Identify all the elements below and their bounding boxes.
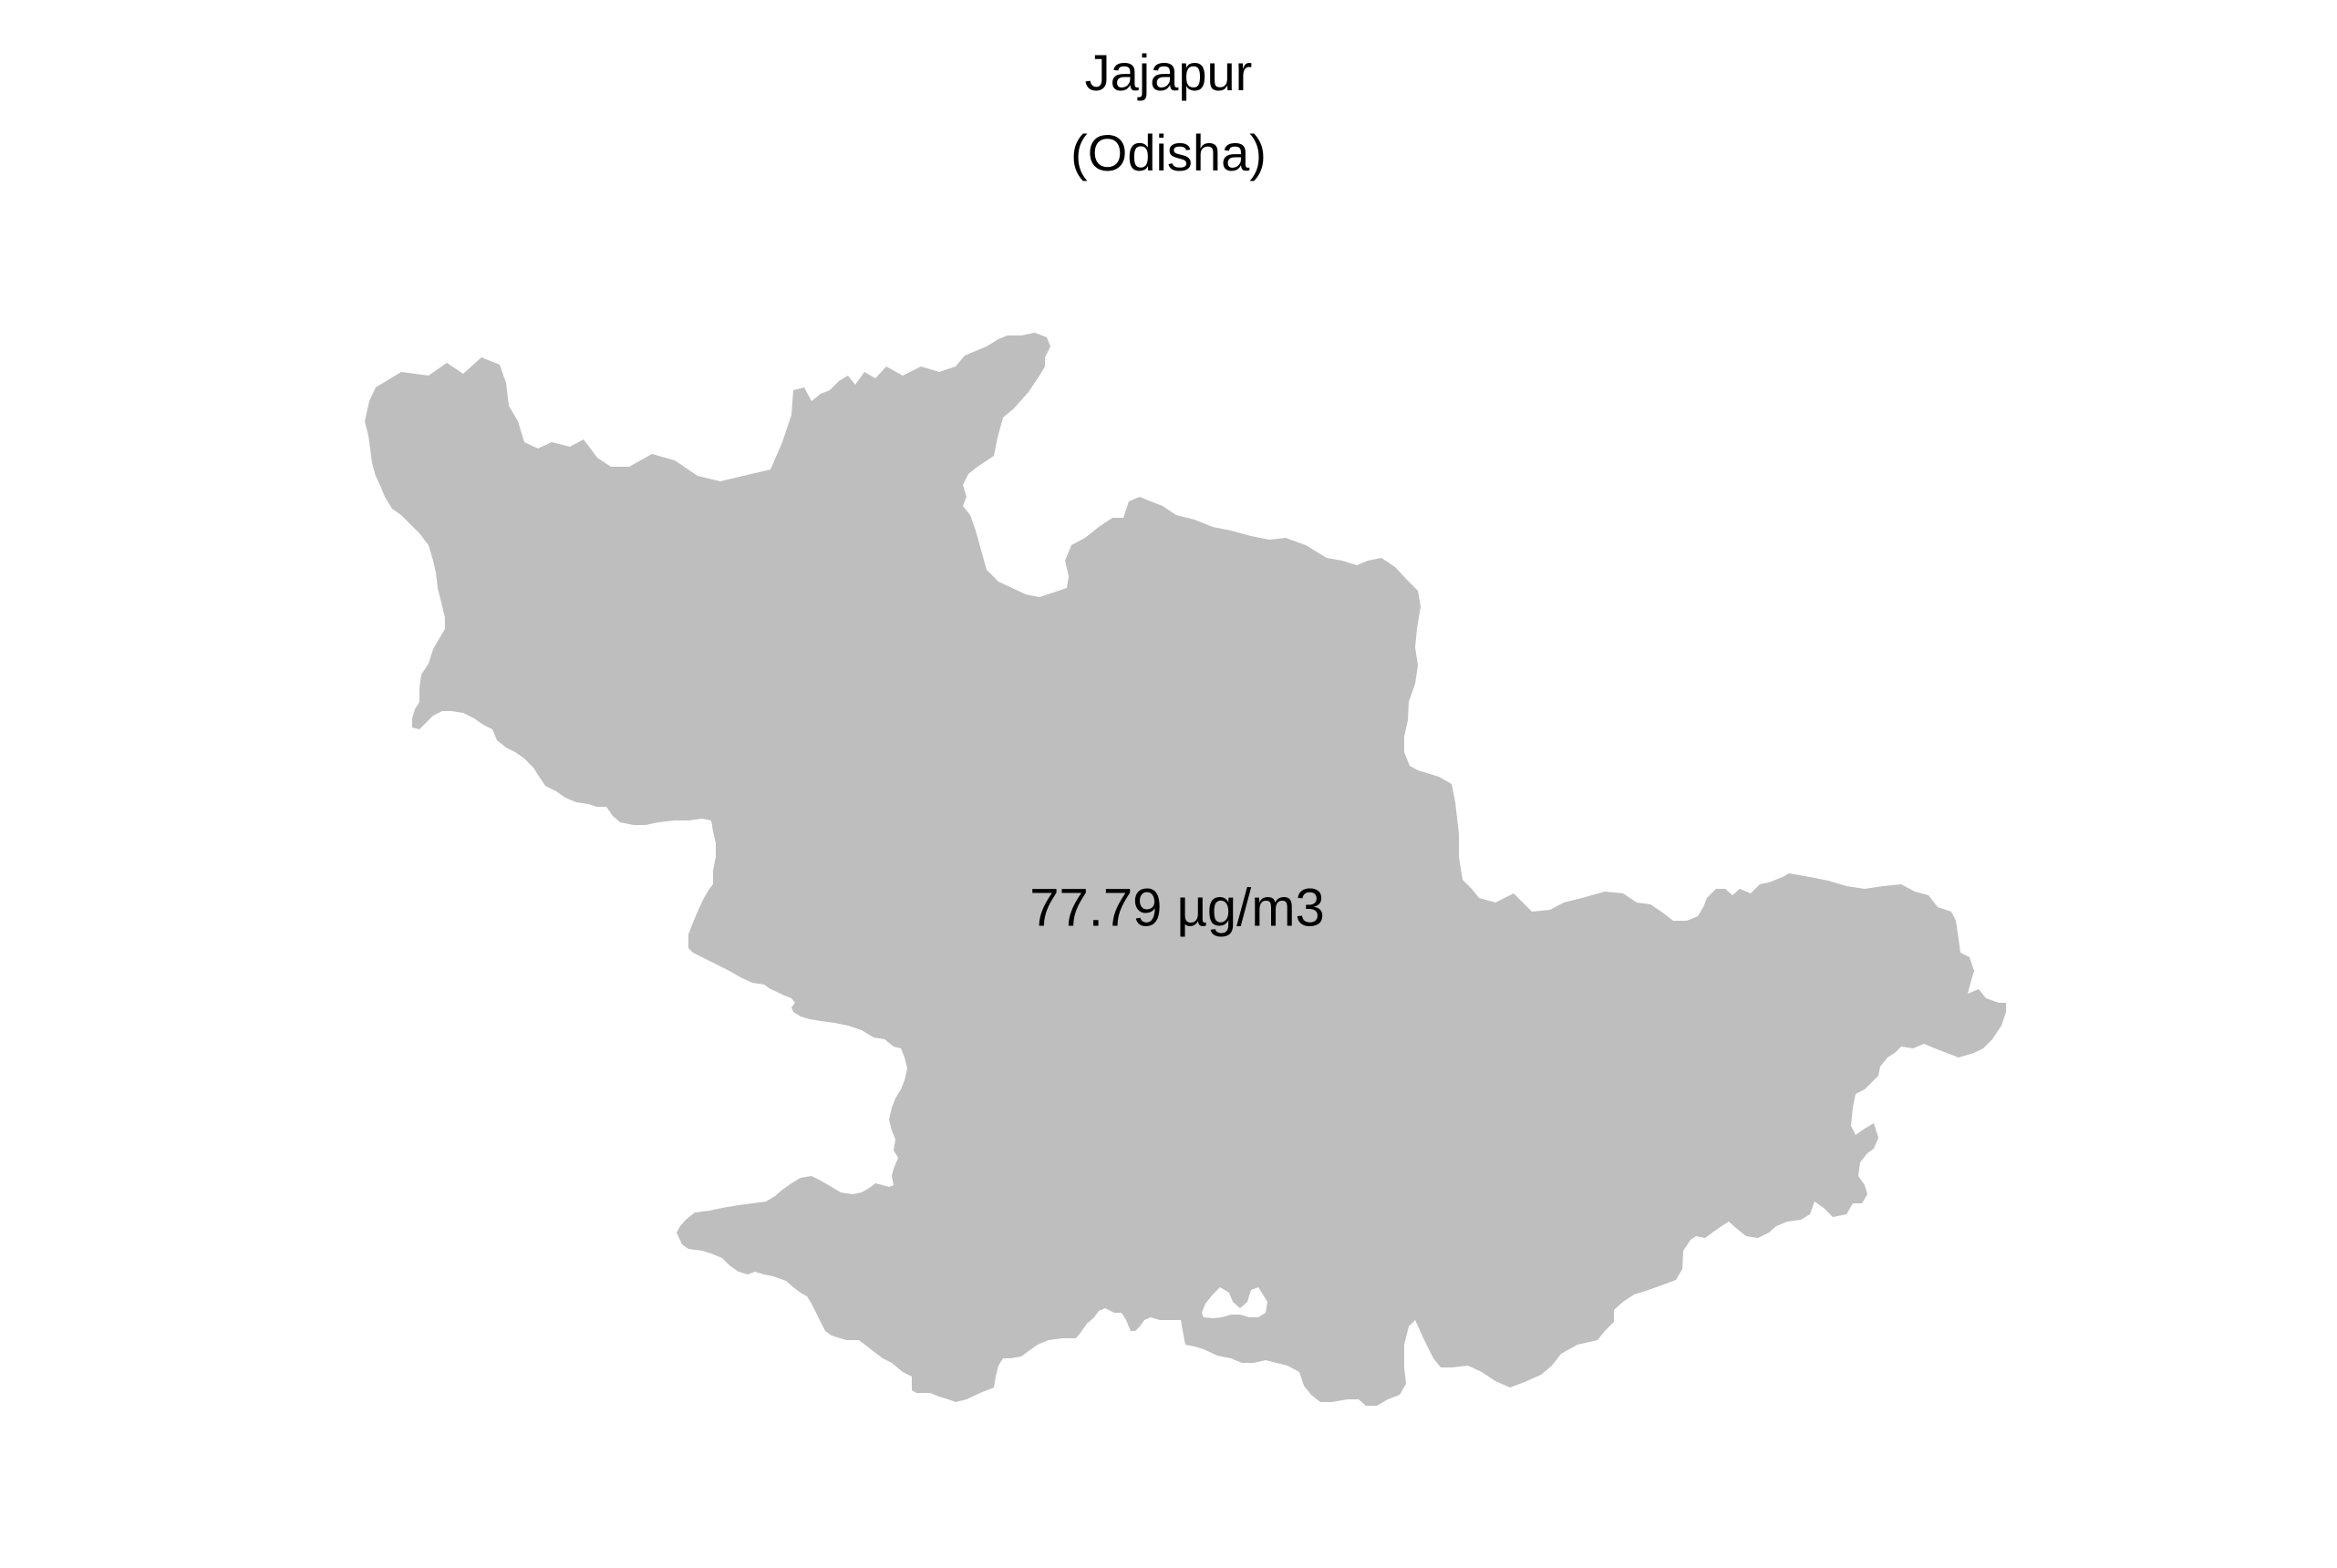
district-region-jajapur (365, 333, 2006, 1406)
map-subtitle: (Odisha) (1070, 124, 1267, 181)
district-region-notch (1202, 1287, 1267, 1318)
map-title: Jajapur (1084, 44, 1253, 101)
map-value-label: 77.79 µg/m3 (1029, 878, 1325, 937)
